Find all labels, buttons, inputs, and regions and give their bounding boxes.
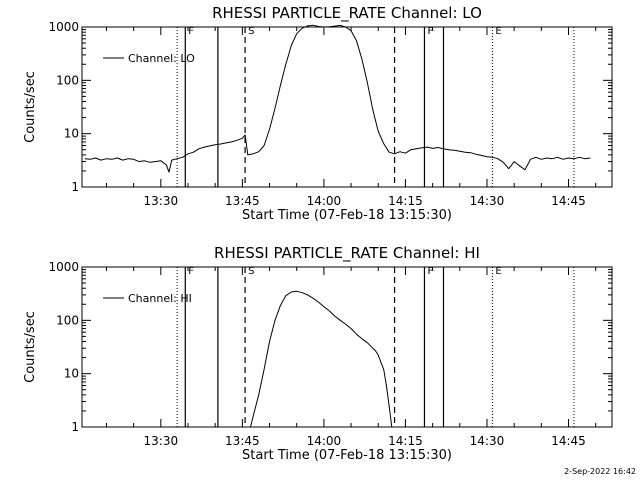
- x-tick-label: 13:45: [225, 434, 260, 448]
- y-tick-label: 1000: [48, 20, 79, 34]
- footer-date: 2-Sep-2022 16:42: [564, 467, 636, 476]
- x-tick-label: 14:30: [470, 194, 505, 208]
- x-tick-label: 14:15: [388, 434, 423, 448]
- event-marker-label: F: [188, 266, 194, 277]
- legend-label: Channel: LO: [128, 52, 195, 65]
- y-tick-label: 10: [64, 367, 79, 381]
- chart-title: RHESSI PARTICLE_RATE Channel: HI: [214, 244, 480, 263]
- x-tick-label: 14:00: [307, 434, 342, 448]
- event-marker-label: F: [188, 26, 194, 37]
- event-marker-label: S: [248, 266, 254, 277]
- x-tick-label: 13:45: [225, 194, 260, 208]
- x-tick-label: 14:45: [551, 194, 586, 208]
- x-axis-label: Start Time (07-Feb-18 13:15:30): [242, 208, 452, 223]
- y-tick-label: 100: [56, 73, 79, 87]
- x-tick-label: 14:30: [470, 434, 505, 448]
- y-tick-label: 1: [71, 180, 79, 194]
- chart-title: RHESSI PARTICLE_RATE Channel: LO: [212, 4, 482, 23]
- x-tick-label: 13:30: [144, 434, 179, 448]
- event-marker-label: S: [248, 26, 254, 37]
- chart-panel-0: RHESSI PARTICLE_RATE Channel: LO 1 10 100 10…: [23, 4, 613, 223]
- series-line-0: [250, 290, 393, 428]
- y-axis-label: Counts/sec: [23, 71, 38, 143]
- event-marker-label: E: [495, 266, 501, 277]
- x-tick-label: 14:45: [551, 434, 586, 448]
- event-marker-label: F: [427, 26, 433, 37]
- x-tick-label: 14:00: [307, 194, 342, 208]
- event-marker-label: F: [427, 266, 433, 277]
- y-tick-label: 1000: [48, 260, 79, 274]
- x-axis-label: Start Time (07-Feb-18 13:15:30): [242, 448, 452, 463]
- x-tick-label: 14:15: [388, 194, 423, 208]
- legend-label: Channel: HI: [128, 292, 192, 305]
- y-tick-label: 1: [71, 420, 79, 434]
- series-line-0: [84, 24, 591, 173]
- y-axis-label: Counts/sec: [23, 311, 38, 383]
- plot-frame: [81, 266, 613, 428]
- y-tick-label: 10: [64, 127, 79, 141]
- chart-panel-1: RHESSI PARTICLE_RATE Channel: HI 1 10 100 10…: [23, 244, 613, 463]
- x-tick-label: 13:30: [144, 194, 179, 208]
- event-marker-label: E: [495, 26, 501, 37]
- plot-frame: [81, 26, 613, 188]
- y-tick-label: 100: [56, 313, 79, 327]
